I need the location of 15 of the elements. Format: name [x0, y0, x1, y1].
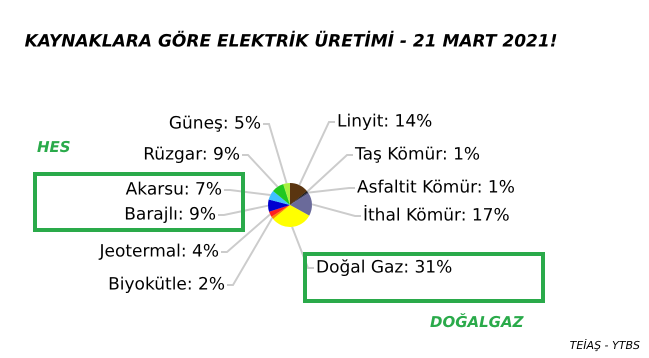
- slice-label: Güneş: 5%: [168, 113, 261, 134]
- slice-label: Biyokütle: 2%: [108, 274, 225, 294]
- slice-label: Rüzgar: 9%: [143, 144, 240, 164]
- chart-title: KAYNAKLARA GÖRE ELEKTRİK ÜRETİMİ - 21 MART 2021!: [24, 30, 558, 52]
- text: DOĞALGAZ: [430, 312, 525, 331]
- slice-label: Barajlı: 9%: [124, 204, 216, 224]
- slice-label: Jeotermal: 4%: [98, 241, 219, 262]
- slice-label: Akarsu: 7%: [126, 179, 222, 200]
- slice-label: İthal Kömür: 17%: [363, 204, 510, 226]
- text: TEİAŞ - YTBS: [570, 338, 640, 352]
- slice-label: Taş Kömür: 1%: [354, 144, 480, 164]
- slice-label: Asfaltit Kömür: 1%: [357, 177, 515, 198]
- slice-label: Doğal Gaz: 31%: [316, 257, 452, 278]
- text: HES: [37, 138, 71, 156]
- slice-label: Linyit: 14%: [337, 111, 432, 132]
